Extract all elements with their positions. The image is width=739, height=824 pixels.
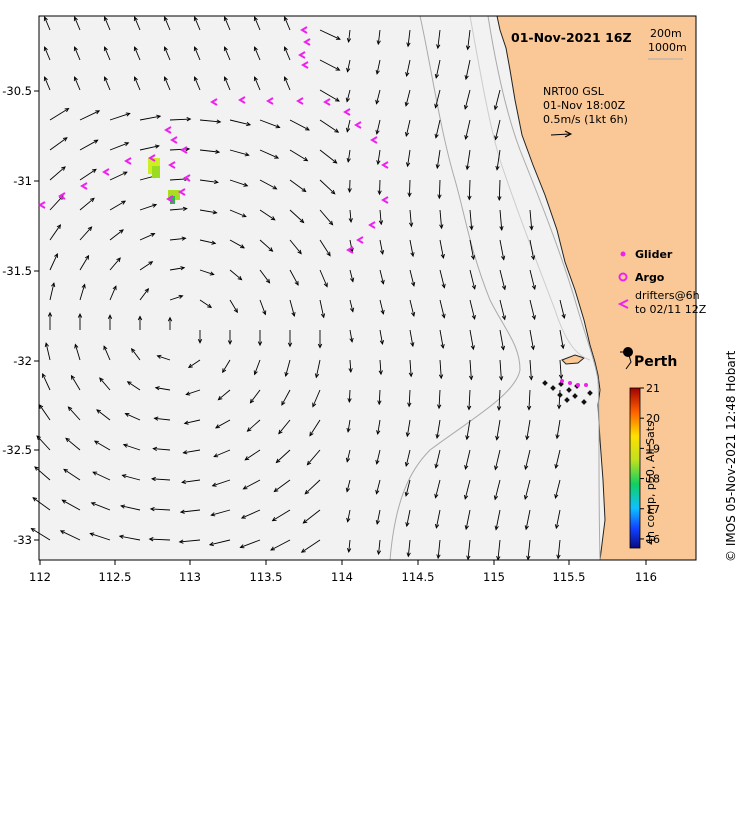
x-axis-ticks: 112 112.5 113 113.5 114 114.5 115 115.5 116	[29, 560, 657, 584]
x-tick-label: 113	[179, 570, 201, 584]
isobath-label-200: 200m	[650, 27, 682, 40]
x-tick-label: 112.5	[99, 570, 132, 584]
glider-position	[568, 381, 572, 385]
y-tick-label: -30.5	[2, 84, 32, 98]
drifter-legend-line2: to 02/11 12Z	[635, 303, 707, 316]
info-line-1: NRT00 GSL	[543, 85, 605, 98]
colorbar-tick-label: 21	[646, 382, 660, 395]
y-tick-label: -32	[13, 354, 32, 368]
info-line-3: 0.5m/s (1kt 6h)	[543, 113, 628, 126]
info-line-2: 01-Nov 18:00Z	[543, 99, 626, 112]
glider-position	[584, 383, 588, 387]
y-tick-label: -31	[13, 174, 32, 188]
isobath-label-1000: 1000m	[648, 41, 687, 54]
credit-text: © IMOS 05-Nov-2021 12:48 Hobart	[724, 300, 738, 562]
x-tick-label: 112	[29, 570, 51, 584]
glider-legend-icon	[621, 252, 626, 257]
x-tick-label: 114	[331, 570, 353, 584]
x-tick-label: 115	[483, 570, 505, 584]
glider-position	[576, 383, 580, 387]
current-arrow	[379, 180, 380, 194]
argo-legend-label: Argo	[635, 271, 665, 284]
x-tick-label: 115.5	[553, 570, 586, 584]
colorbar	[630, 388, 640, 548]
colorbar-title: 4h comp, p50, All Sats	[644, 421, 657, 545]
y-tick-label: -32.5	[2, 443, 32, 457]
y-axis-ticks: -30.5 -31 -31.5 -32 -32.5 -33	[2, 84, 39, 547]
y-tick-label: -33	[13, 533, 32, 547]
y-tick-label: -31.5	[2, 264, 32, 278]
glider-legend-label: Glider	[635, 248, 673, 261]
sst-patch	[152, 166, 160, 178]
city-label: Perth	[634, 354, 677, 370]
current-arrow	[409, 180, 410, 196]
glider-position	[560, 379, 564, 383]
drifter-legend-line1: drifters@6h	[635, 289, 700, 302]
current-map: Perth 01-Nov-2021 16Z 200m 1000m NRT00 G…	[0, 0, 739, 592]
x-tick-label: 114.5	[402, 570, 435, 584]
map-title: 01-Nov-2021 16Z	[511, 30, 632, 45]
x-tick-label: 116	[635, 570, 657, 584]
x-tick-label: 113.5	[250, 570, 283, 584]
